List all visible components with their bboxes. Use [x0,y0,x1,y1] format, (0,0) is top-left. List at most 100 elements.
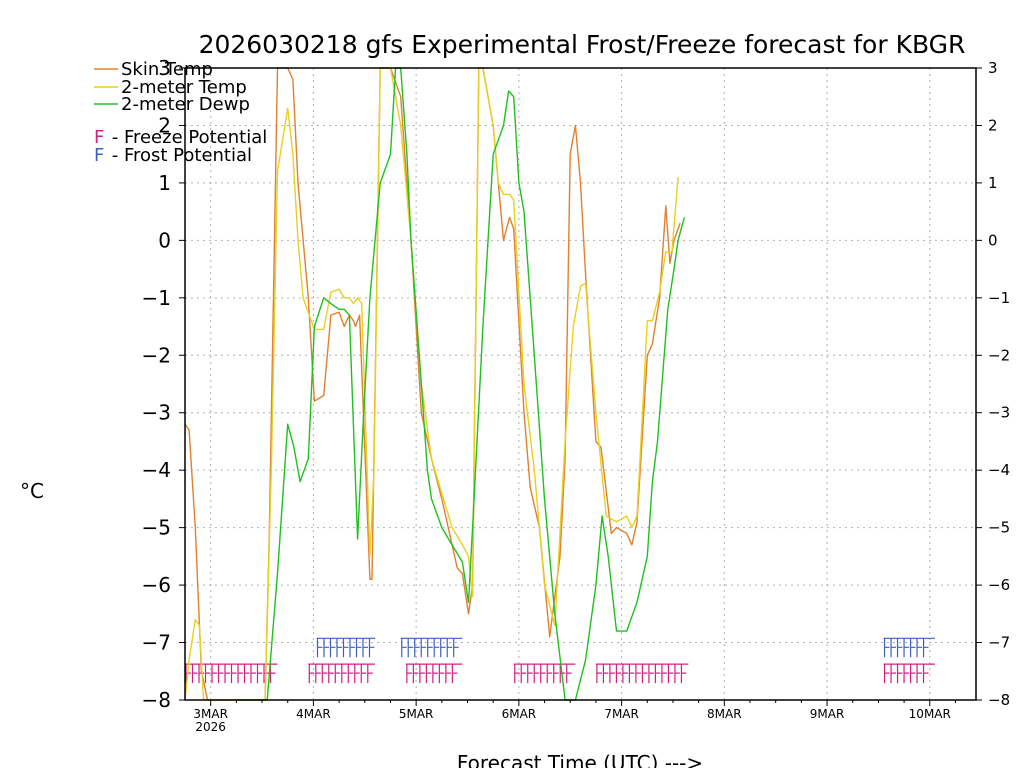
y-tick-label-left: 0 [158,228,171,252]
y-tick-label-left: 2 [158,113,171,137]
y-tick-label-right: −2 [988,346,1010,364]
freeze-flag [916,664,923,684]
freeze-flag [321,664,328,684]
2-meter-dewp-line [236,67,685,701]
frost-flag [362,638,368,658]
freeze-flag [406,664,412,684]
grid-layer [185,68,976,700]
freeze-flag [890,664,897,684]
freeze-flag [360,664,367,684]
x-tick-label: 9MAR [810,707,845,721]
legend: Skin Temp 2-meter Temp 2-meter Dewp F - … [94,59,267,166]
x-tick-label: 10MAR [909,707,951,721]
legend-2m-dewp-label: 2-meter Dewp [121,94,250,115]
y-axis-right: −8 −7 −6 −5 −4 −3 −2 −1 0 1 2 3 [976,59,1010,709]
y-tick-label-right: −1 [988,289,1010,307]
freeze-flag [354,664,360,684]
freeze-flag [553,664,559,684]
freeze-flag [566,664,572,684]
x-axis-label: Forecast Time (UTC) ---> [457,751,703,768]
legend-frost-letter: F [94,145,104,166]
frost-flag [401,638,407,658]
series-layer [184,67,685,701]
y-tick-label-right: −8 [988,691,1010,709]
freeze-flag [654,664,661,684]
frost-flag [355,638,362,658]
freeze-flag [204,664,211,684]
legend-freeze-label: - Freeze Potential [106,127,267,148]
y-axis-label: °C [20,479,44,503]
freeze-flag [425,664,432,684]
freeze-flag [540,664,546,684]
chart-title: 2026030218 gfs Experimental Frost/Freeze… [199,30,966,59]
freeze-flag [308,664,315,684]
freeze-flag [256,664,263,684]
frost-flag [453,638,459,658]
freeze-flag [243,664,250,684]
freeze-flag [451,664,458,684]
freeze-flag [533,664,540,684]
frost-flag [323,638,329,658]
freeze-flag [347,664,354,684]
freeze-flag [328,664,334,684]
y-tick-label-right: 3 [988,59,998,77]
freeze-flag [648,664,654,684]
y-tick-label-left: −4 [142,458,171,482]
frost-flag [336,638,342,658]
freeze-flag [559,664,566,684]
freeze-flag [269,664,276,684]
frost-flag [883,638,890,658]
freeze-flag [315,664,321,684]
freeze-flag [661,664,667,684]
y-tick-label-right: −3 [988,404,1010,422]
freeze-flag [217,664,224,684]
y-tick-label-right: −6 [988,576,1010,594]
y-tick-label-right: 0 [988,231,998,249]
freeze-flag [211,664,217,684]
freeze-flag [674,664,680,684]
x-tick-label: 6MAR [502,707,537,721]
y-axis-left: −8 −7 −6 −5 −4 −3 −2 −1 0 1 2 3 [142,56,185,712]
freeze-flag [635,664,641,684]
freeze-flag [609,664,615,684]
freeze-flag [628,664,635,684]
freeze-flag [622,664,628,684]
frost-flag [414,638,420,658]
frost-flag [368,638,375,658]
freeze-flag [883,664,890,684]
freeze-flag [520,664,527,684]
frost-flag [916,638,923,658]
freeze-flag [615,664,622,684]
freeze-flag [230,664,237,684]
freeze-flag [250,664,256,684]
plot-frame [184,67,977,701]
frost-flag [420,638,427,658]
x-tick-sublabel: 2026 [195,720,226,734]
frost-flag [446,638,453,658]
frost-flag [427,638,433,658]
y-tick-label-right: 2 [988,116,998,134]
x-tick-label: 4MAR [296,707,331,721]
frost-flag [903,638,910,658]
freeze-flag [903,664,910,684]
x-tick-label: 3MAR [193,707,228,721]
freeze-flag [438,664,445,684]
freeze-flag [514,664,520,684]
legend-2m-temp-label: 2-meter Temp [121,77,247,98]
freeze-flag [412,664,419,684]
freeze-flag [185,664,191,684]
x-tick-label: 8MAR [707,707,742,721]
freeze-flag [602,664,609,684]
frost-flag [909,638,916,658]
freeze-flag [445,664,451,684]
legend-freeze-letter: F [94,127,104,148]
x-tick-label: 7MAR [604,707,639,721]
freeze-flag [367,664,373,684]
freeze-flag [680,664,687,684]
2-meter-temp-line [184,67,679,701]
y-tick-label-left: −8 [142,688,171,712]
skin-temp-line [184,67,681,701]
frost-flag [922,638,929,658]
freeze-flag [596,664,602,684]
